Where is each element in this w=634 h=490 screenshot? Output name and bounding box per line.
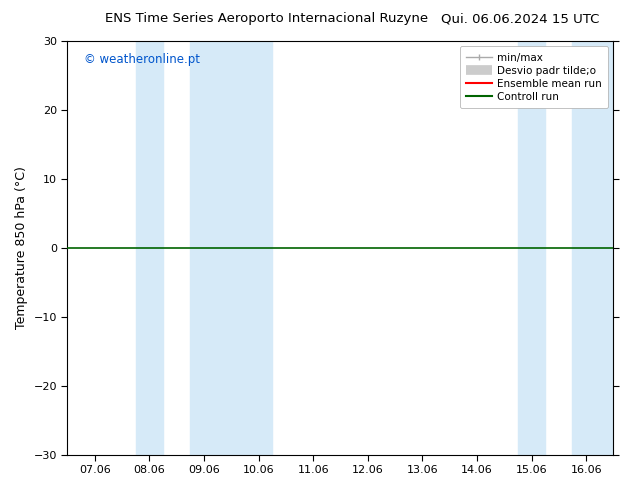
Text: ENS Time Series Aeroporto Internacional Ruzyne: ENS Time Series Aeroporto Internacional … <box>105 12 428 25</box>
Bar <box>573 41 614 455</box>
Text: Qui. 06.06.2024 15 UTC: Qui. 06.06.2024 15 UTC <box>441 12 599 25</box>
Y-axis label: Temperature 850 hPa (°C): Temperature 850 hPa (°C) <box>15 167 28 329</box>
Legend: min/max, Desvio padr tilde;o, Ensemble mean run, Controll run: min/max, Desvio padr tilde;o, Ensemble m… <box>460 46 608 108</box>
Text: © weatheronline.pt: © weatheronline.pt <box>84 53 200 67</box>
Bar <box>136 41 163 455</box>
Bar <box>190 41 272 455</box>
Bar <box>518 41 545 455</box>
